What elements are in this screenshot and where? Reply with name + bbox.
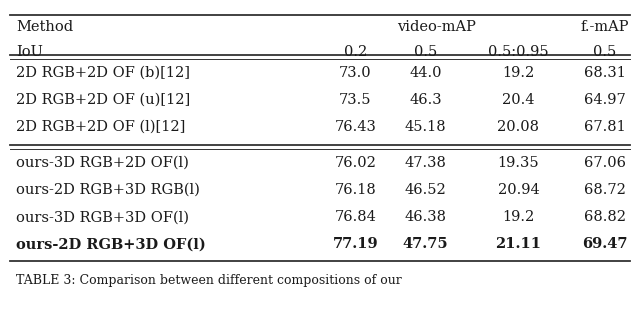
Text: 0.5: 0.5 — [593, 45, 616, 59]
Text: 20.4: 20.4 — [502, 93, 534, 107]
Text: 76.43: 76.43 — [334, 120, 376, 134]
Text: 46.3: 46.3 — [410, 93, 442, 107]
Text: 19.2: 19.2 — [502, 66, 534, 80]
Text: video-mAP: video-mAP — [397, 20, 476, 34]
Text: 46.38: 46.38 — [404, 210, 447, 224]
Text: 0.5:0.95: 0.5:0.95 — [488, 45, 548, 59]
Text: 77.19: 77.19 — [332, 237, 378, 251]
Text: ours-2D RGB+3D OF(l): ours-2D RGB+3D OF(l) — [16, 237, 205, 251]
Text: 76.18: 76.18 — [334, 183, 376, 197]
Text: 0.5: 0.5 — [414, 45, 437, 59]
Text: 47.38: 47.38 — [404, 156, 447, 170]
Text: 73.0: 73.0 — [339, 66, 371, 80]
Text: IoU: IoU — [16, 45, 43, 59]
Text: 73.5: 73.5 — [339, 93, 371, 107]
Text: 19.2: 19.2 — [502, 210, 534, 224]
Text: 64.97: 64.97 — [584, 93, 626, 107]
Text: 20.08: 20.08 — [497, 120, 540, 134]
Text: ours-3D RGB+3D OF(l): ours-3D RGB+3D OF(l) — [16, 210, 189, 224]
Text: 21.11: 21.11 — [495, 237, 541, 251]
Text: f.-mAP: f.-mAP — [580, 20, 629, 34]
Text: 68.31: 68.31 — [584, 66, 626, 80]
Text: ours-3D RGB+2D OF(l): ours-3D RGB+2D OF(l) — [16, 156, 189, 170]
Text: 69.47: 69.47 — [582, 237, 628, 251]
Text: 2D RGB+2D OF (u)[12]: 2D RGB+2D OF (u)[12] — [16, 93, 190, 107]
Text: 44.0: 44.0 — [410, 66, 442, 80]
Text: TABLE 3: Comparison between different compositions of our: TABLE 3: Comparison between different co… — [16, 274, 402, 287]
Text: 47.75: 47.75 — [403, 237, 449, 251]
Text: 2D RGB+2D OF (b)[12]: 2D RGB+2D OF (b)[12] — [16, 66, 190, 80]
Text: ours-2D RGB+3D RGB(l): ours-2D RGB+3D RGB(l) — [16, 183, 200, 197]
Text: 76.02: 76.02 — [334, 156, 376, 170]
Text: 20.94: 20.94 — [497, 183, 540, 197]
Text: 19.35: 19.35 — [497, 156, 540, 170]
Text: 67.06: 67.06 — [584, 156, 626, 170]
Text: 0.2: 0.2 — [344, 45, 367, 59]
Text: 46.52: 46.52 — [404, 183, 447, 197]
Text: 67.81: 67.81 — [584, 120, 626, 134]
Text: 45.18: 45.18 — [404, 120, 447, 134]
Text: 68.72: 68.72 — [584, 183, 626, 197]
Text: 2D RGB+2D OF (l)[12]: 2D RGB+2D OF (l)[12] — [16, 120, 186, 134]
Text: 76.84: 76.84 — [334, 210, 376, 224]
Text: Method: Method — [16, 20, 73, 34]
Text: 68.82: 68.82 — [584, 210, 626, 224]
